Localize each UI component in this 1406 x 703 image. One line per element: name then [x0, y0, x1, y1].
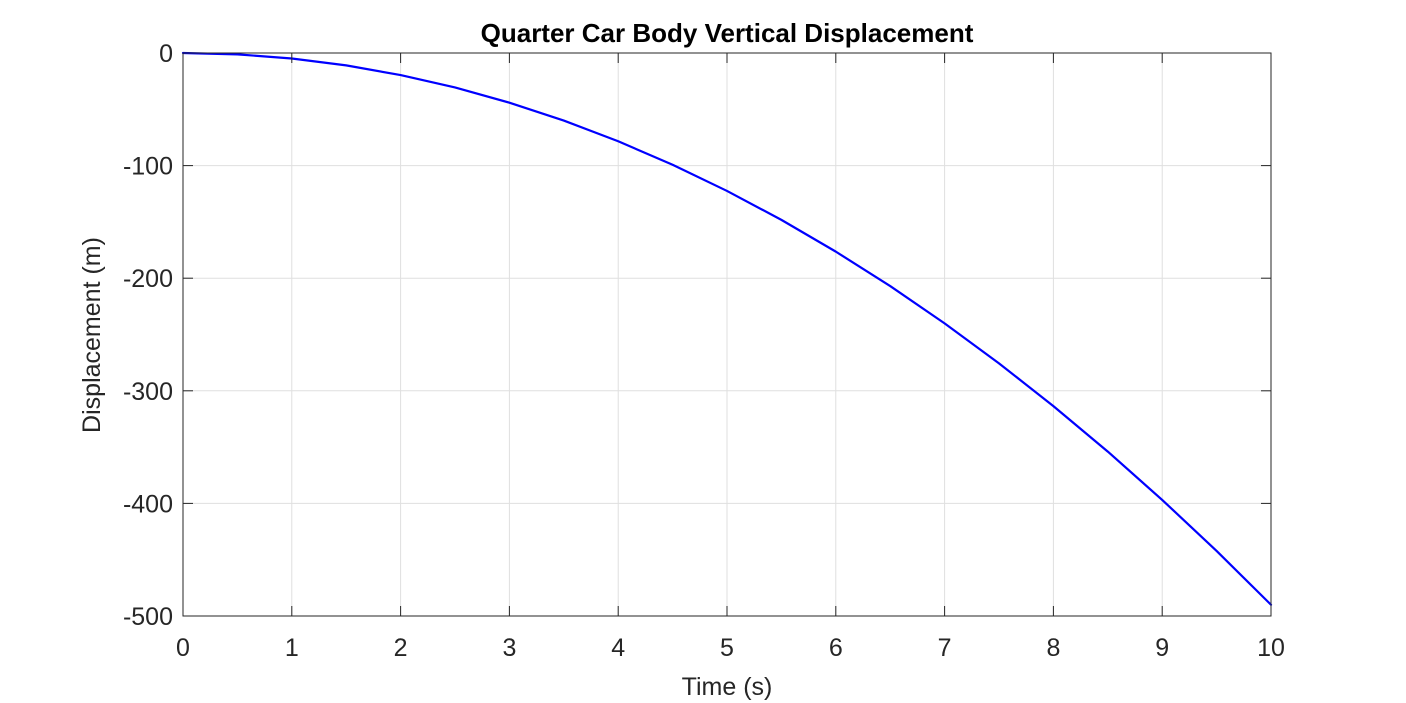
x-tick-label: 1 — [285, 634, 299, 662]
series-line — [181, 51, 1273, 606]
axis-ticks — [182, 52, 1272, 617]
y-tick-label: -500 — [123, 603, 173, 631]
x-tick-label: 7 — [938, 634, 952, 662]
data-series — [181, 51, 1273, 606]
y-tick-label: -400 — [123, 490, 173, 518]
y-tick-label: -100 — [123, 153, 173, 181]
y-tick-label: -200 — [123, 265, 173, 293]
y-tick-label: -300 — [123, 378, 173, 406]
y-tick-labels: 0 -100 -200 -300 -400 -500 — [123, 40, 173, 631]
x-tick-label: 2 — [394, 634, 408, 662]
y-tick-label: 0 — [159, 40, 173, 68]
y-axis-label: Displacement (m) — [78, 237, 106, 433]
x-tick-label: 5 — [720, 634, 734, 662]
x-tick-label: 0 — [176, 634, 190, 662]
x-tick-label: 6 — [829, 634, 843, 662]
x-tick-label: 3 — [502, 634, 516, 662]
chart-title: Quarter Car Body Vertical Displacement — [481, 18, 974, 48]
x-tick-label: 9 — [1155, 634, 1169, 662]
x-tick-label: 8 — [1046, 634, 1060, 662]
x-axis-label: Time (s) — [682, 673, 773, 701]
x-tick-label: 4 — [611, 634, 625, 662]
x-tick-labels: 0 1 2 3 4 5 6 7 8 9 10 — [176, 634, 1285, 662]
x-tick-label: 10 — [1257, 634, 1285, 662]
